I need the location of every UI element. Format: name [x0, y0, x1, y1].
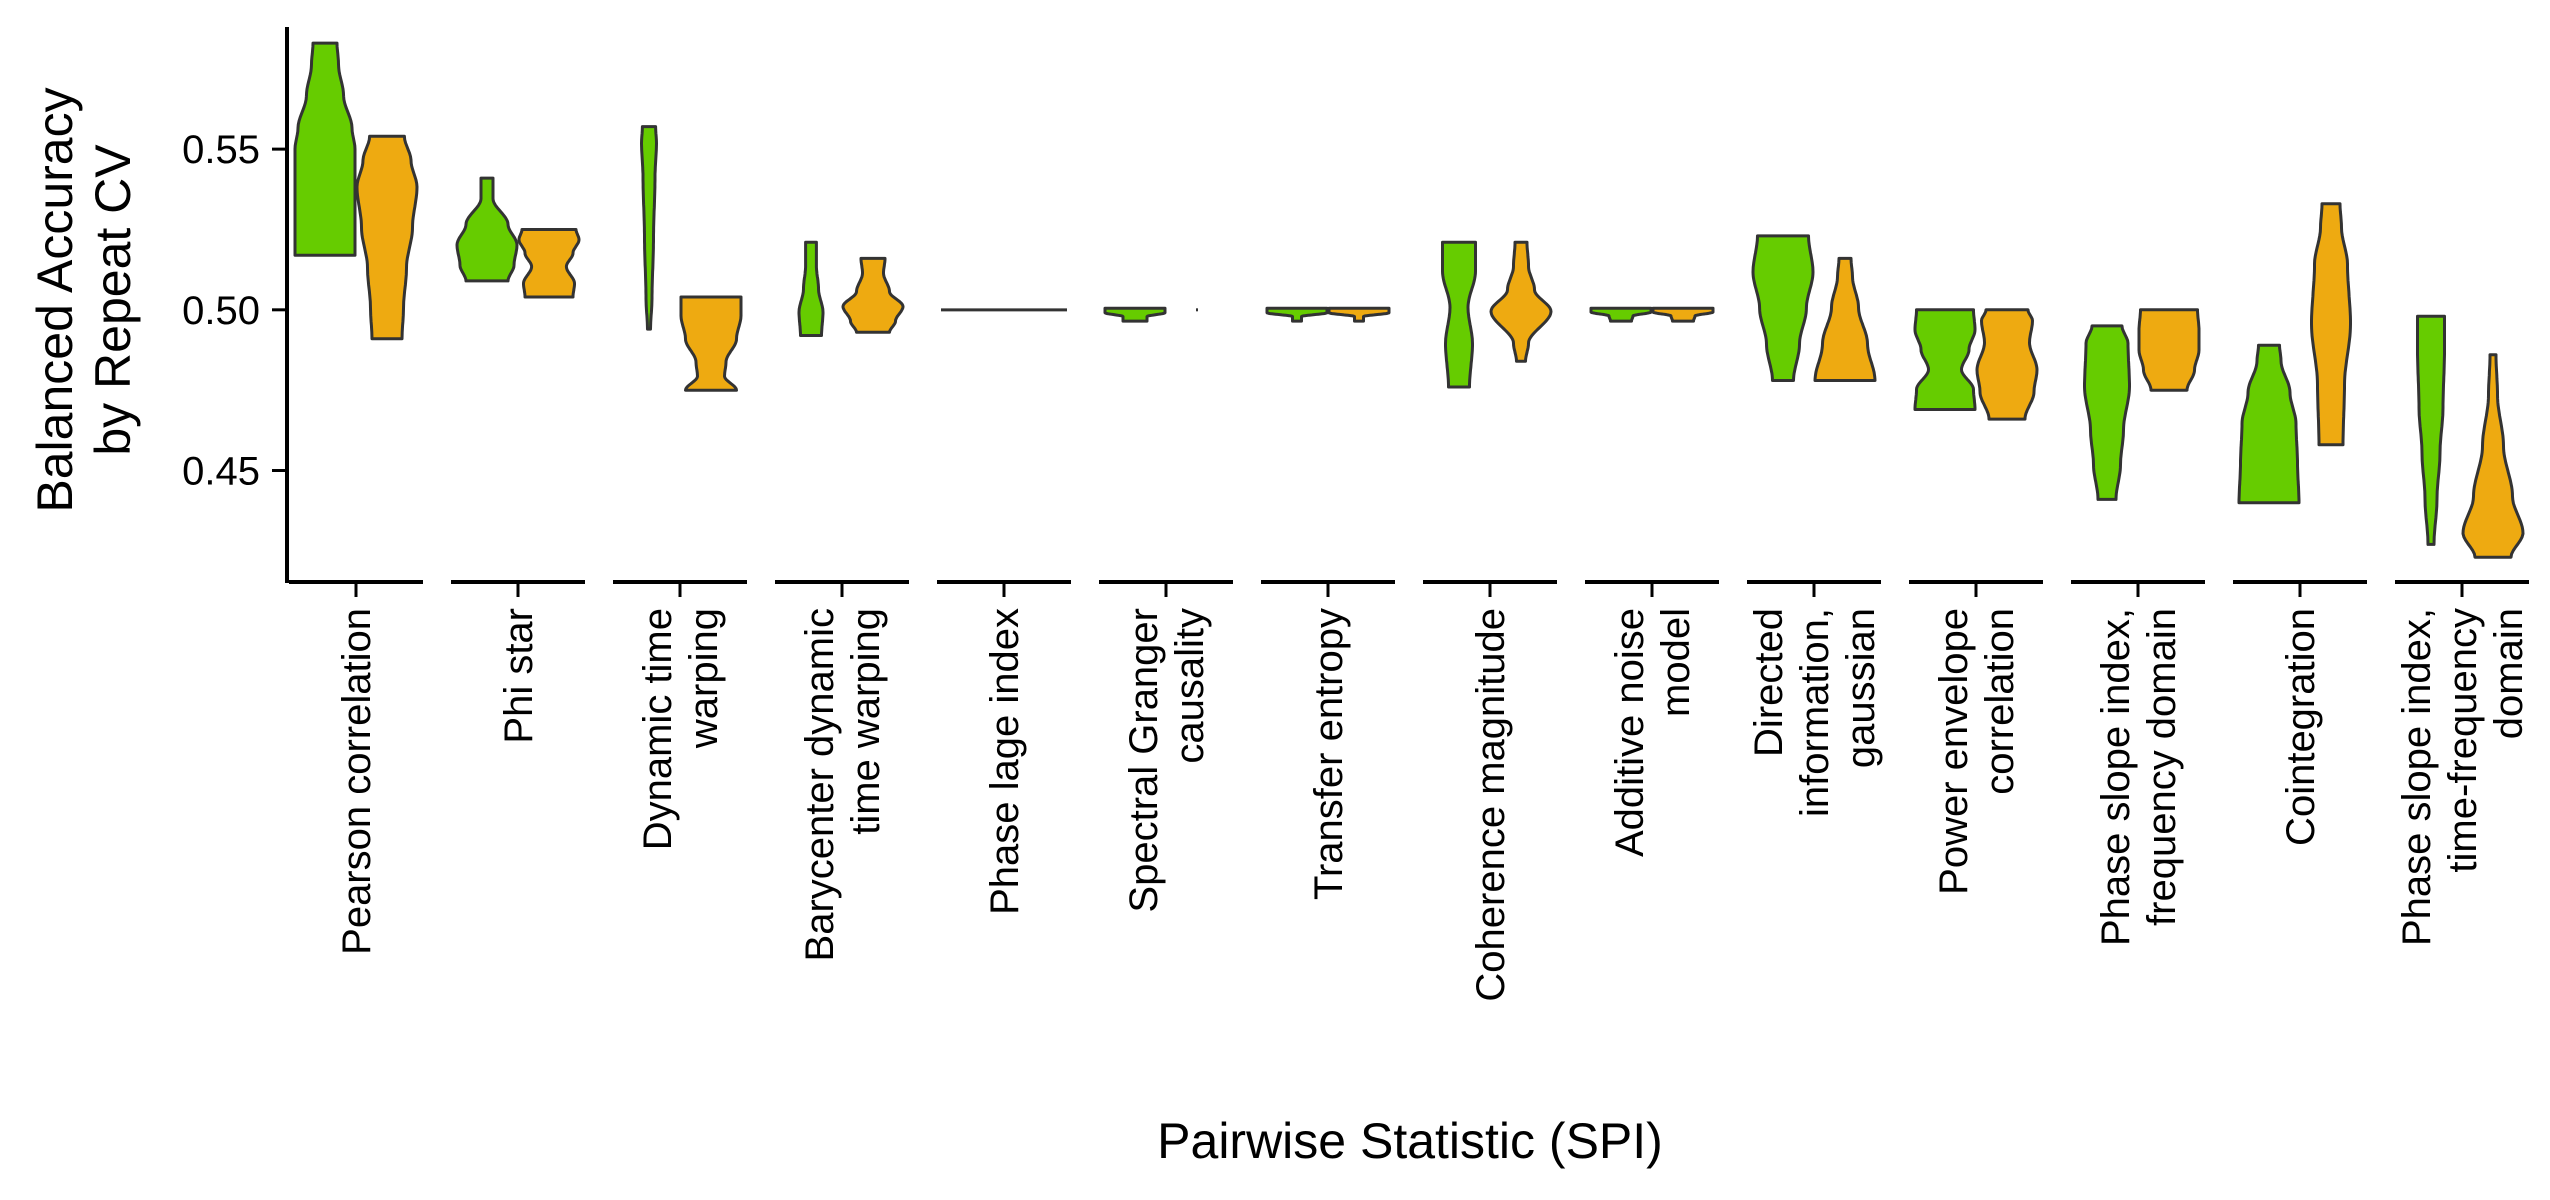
violin-series-1: [1913, 308, 1977, 411]
x-tick-label: Power envelope: [1932, 608, 1976, 895]
x-tick-label: causality: [1168, 608, 1212, 764]
x-tick-label: Barycenter dynamic: [798, 608, 842, 961]
violin-series-2: [1975, 308, 2039, 421]
violin-series-2: [2461, 353, 2525, 559]
x-tick-label: domain: [2487, 608, 2531, 739]
violin-series-1: [797, 240, 825, 337]
violin-series-2: [1489, 240, 1553, 363]
x-tick-label: frequency domain: [2140, 608, 2184, 926]
x-tick-label: Phi star: [497, 608, 541, 744]
violin-series-2: [1651, 306, 1715, 323]
violin-series-2: [517, 228, 581, 299]
y-tick-label: 0.50: [182, 289, 260, 333]
violin-series-1: [1441, 240, 1477, 389]
y-tick-label: 0.45: [182, 450, 260, 494]
violin-series-2: [841, 256, 905, 334]
x-tick-label: Phase slope index,: [2094, 608, 2138, 946]
x-tick-label: Phase slope index,: [2395, 608, 2439, 946]
violin-series-1: [640, 125, 658, 331]
x-tick-label: Additive noise: [1608, 608, 1652, 857]
x-tick-label: correlation: [1978, 608, 2022, 795]
violin-series-1: [2237, 343, 2301, 505]
violin-series-1: [455, 176, 519, 283]
violin-series-2: [1327, 306, 1391, 323]
violin-series-1: [1751, 234, 1815, 382]
violin-layer: [293, 41, 2525, 559]
x-tick-label: Phase lage index: [983, 608, 1027, 915]
x-tick-label: warping: [682, 608, 726, 749]
x-axis: Pearson correlation Phi star Dynamic time w…: [289, 580, 2531, 1002]
x-tick-label: model: [1654, 608, 1698, 717]
x-tick-label: time warping: [844, 608, 888, 835]
violin-series-1: [2416, 314, 2446, 546]
y-axis: 0.45 0.50 0.55: [182, 128, 287, 494]
violin-series-1: [293, 41, 357, 257]
violin-series-2: [1813, 256, 1877, 382]
violin-series-2: [679, 295, 743, 392]
x-tick-label: information,: [1793, 608, 1837, 817]
x-tick-label: Cointegration: [2279, 608, 2323, 846]
y-axis-title-line-2: by Repeat CV: [85, 144, 141, 456]
x-tick-label: gaussian: [1839, 608, 1883, 768]
x-tick-label: Pearson correlation: [335, 608, 379, 955]
x-axis-title: Pairwise Statistic (SPI): [1157, 1113, 1663, 1169]
y-axis-title-line-1: Balanced Accuracy: [27, 87, 83, 512]
violin-series-2: [355, 134, 419, 341]
violin-series-1: [1589, 306, 1653, 323]
y-tick-label: 0.55: [182, 128, 260, 172]
x-tick-label: Transfer entropy: [1307, 608, 1351, 900]
violin-series-1: [1265, 306, 1329, 323]
violin-series-2: [2310, 202, 2352, 447]
x-tick-label: Dynamic time: [636, 608, 680, 850]
violin-series-1: [2083, 324, 2131, 501]
violin-series-2: [2137, 308, 2201, 392]
x-tick-label: time-frequency: [2441, 608, 2485, 873]
violin-series-1: [1103, 306, 1167, 323]
x-tick-label: Coherence magnitude: [1469, 608, 1513, 1002]
x-tick-label: Spectral Granger: [1122, 608, 1166, 913]
x-tick-label: Directed: [1747, 608, 1791, 757]
